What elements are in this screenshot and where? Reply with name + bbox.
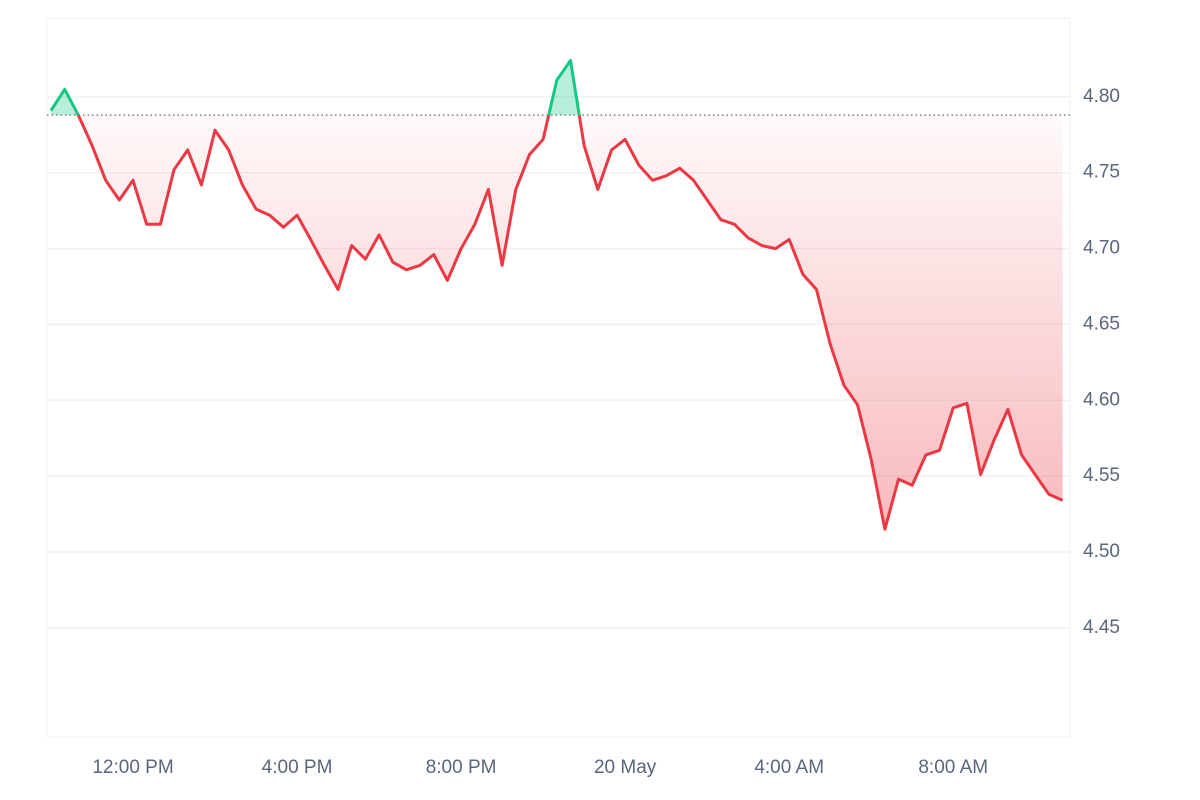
y-tick-label: 4.45 (1083, 617, 1120, 638)
area-below (78, 115, 1063, 530)
y-tick-label: 4.55 (1083, 465, 1120, 486)
y-tick-label: 4.50 (1083, 541, 1120, 562)
x-tick-label: 20 May (594, 757, 657, 778)
plot-frame (46, 17, 1071, 738)
area-above (51, 60, 1063, 116)
x-tick-label: 8:00 AM (918, 757, 988, 778)
y-tick-label: 4.60 (1083, 389, 1120, 410)
x-tick-label: 8:00 PM (426, 757, 497, 778)
price-line-up (49, 59, 581, 116)
y-tick-label: 4.70 (1083, 238, 1120, 259)
x-tick-label: 4:00 AM (754, 757, 824, 778)
x-tick-label: 4:00 PM (262, 757, 333, 778)
y-tick-label: 4.65 (1083, 313, 1120, 334)
y-tick-label: 4.80 (1083, 86, 1120, 107)
x-tick-label: 12:00 PM (92, 757, 173, 778)
y-tick-label: 4.75 (1083, 162, 1120, 183)
price-line-down (76, 115, 1064, 531)
